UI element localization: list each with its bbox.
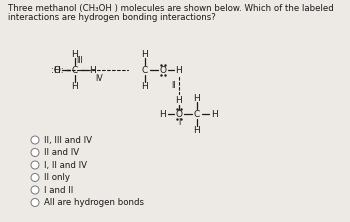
- Circle shape: [31, 161, 39, 169]
- Text: H: H: [142, 50, 148, 59]
- Text: C: C: [142, 65, 148, 75]
- Text: H: H: [194, 125, 200, 135]
- Text: C: C: [194, 109, 200, 119]
- Text: interactions are hydrogen bonding interactions?: interactions are hydrogen bonding intera…: [8, 13, 216, 22]
- Text: II: II: [171, 81, 175, 89]
- Text: H: H: [142, 81, 148, 91]
- Text: H: H: [194, 93, 200, 103]
- Text: I, II and IV: I, II and IV: [44, 161, 87, 170]
- Circle shape: [31, 198, 39, 206]
- Text: All are hydrogen bonds: All are hydrogen bonds: [44, 198, 144, 207]
- Text: I: I: [178, 117, 180, 127]
- Text: I and II: I and II: [44, 186, 73, 194]
- Text: :O:: :O:: [51, 65, 63, 75]
- Text: H: H: [72, 81, 78, 91]
- Text: II and IV: II and IV: [44, 148, 79, 157]
- Text: H: H: [160, 109, 166, 119]
- Text: III: III: [77, 56, 83, 65]
- Text: IV: IV: [95, 73, 103, 83]
- Text: II, III and IV: II, III and IV: [44, 135, 92, 145]
- Text: H: H: [211, 109, 217, 119]
- Text: H: H: [54, 65, 60, 75]
- Circle shape: [31, 174, 39, 182]
- Circle shape: [31, 136, 39, 144]
- Text: C: C: [72, 65, 78, 75]
- Text: Three methanol (CH₃OH ) molecules are shown below. Which of the labeled: Three methanol (CH₃OH ) molecules are sh…: [8, 4, 334, 13]
- Text: O: O: [175, 109, 182, 119]
- Text: II only: II only: [44, 173, 70, 182]
- Text: H: H: [72, 50, 78, 59]
- Text: H: H: [90, 65, 96, 75]
- Text: O: O: [160, 65, 167, 75]
- Text: H: H: [176, 65, 182, 75]
- Circle shape: [31, 149, 39, 157]
- Circle shape: [31, 186, 39, 194]
- Text: H: H: [176, 95, 182, 105]
